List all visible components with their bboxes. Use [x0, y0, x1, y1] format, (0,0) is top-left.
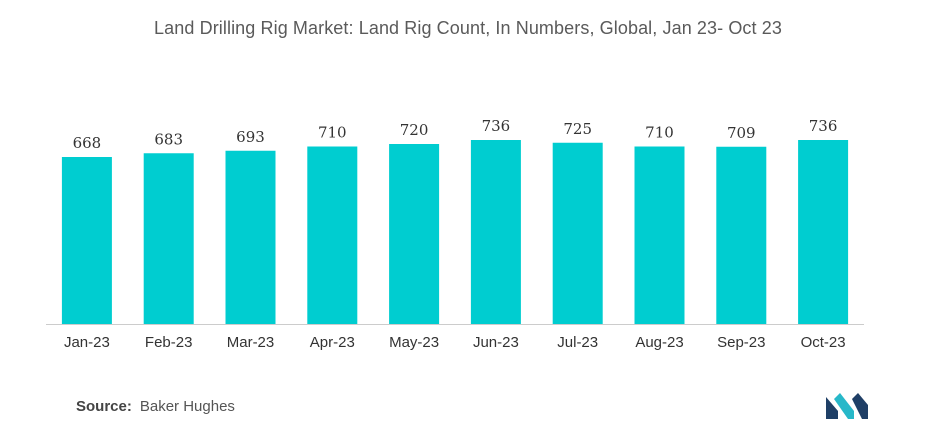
bar-jun-23 [470, 140, 521, 324]
x-tick-label-jun-23: Jun-23 [473, 334, 519, 351]
bar-feb-23 [143, 153, 194, 324]
logo-left-shape [826, 397, 838, 419]
x-tick-label-may-23: May-23 [389, 334, 439, 351]
source-text: Baker Hughes [139, 398, 235, 415]
bar-sep-23 [716, 146, 767, 324]
chart-title: Land Drilling Rig Market: Land Rig Count… [154, 18, 782, 38]
bar-jul-23 [552, 142, 603, 324]
bar-oct-23 [798, 140, 849, 324]
value-label-aug-23: 710 [645, 124, 674, 142]
value-labels-group: 668 683 693 710 720 736 725 710 709 736 [73, 117, 838, 152]
value-label-apr-23: 710 [318, 124, 347, 142]
x-tick-labels-group: Jan-23 Feb-23 Mar-23 Apr-23 May-23 Jun-23 Jul-… [64, 334, 846, 351]
x-tick-label-aug-23: Aug-23 [635, 334, 683, 351]
value-label-jan-23: 668 [73, 134, 102, 152]
x-tick-label-sep-23: Sep-23 [717, 334, 765, 351]
bar-aug-23 [634, 146, 685, 324]
bar-apr-23 [307, 146, 358, 324]
bars-group [61, 140, 849, 324]
value-label-sep-23: 709 [727, 124, 756, 142]
logo-middle-shape [834, 393, 854, 419]
value-label-feb-23: 683 [154, 130, 183, 148]
x-tick-label-oct-23: Oct-23 [801, 334, 846, 351]
value-label-may-23: 720 [400, 121, 429, 139]
value-label-jun-23: 736 [482, 117, 511, 135]
x-tick-label-jul-23: Jul-23 [557, 334, 598, 351]
x-tick-label-mar-23: Mar-23 [227, 334, 275, 351]
x-tick-label-jan-23: Jan-23 [64, 334, 110, 351]
bar-mar-23 [225, 150, 276, 324]
source-label: Source: [76, 398, 132, 415]
bar-may-23 [389, 144, 440, 324]
logo-right-shape [852, 393, 868, 419]
x-tick-label-apr-23: Apr-23 [310, 334, 355, 351]
value-label-mar-23: 693 [236, 128, 265, 146]
value-label-jul-23: 725 [563, 120, 592, 138]
bar-jan-23 [61, 157, 112, 324]
value-label-oct-23: 736 [809, 117, 838, 135]
source-note: Source: Baker Hughes [76, 398, 235, 415]
mordor-intelligence-logo-icon [826, 393, 868, 419]
x-tick-label-feb-23: Feb-23 [145, 334, 193, 351]
